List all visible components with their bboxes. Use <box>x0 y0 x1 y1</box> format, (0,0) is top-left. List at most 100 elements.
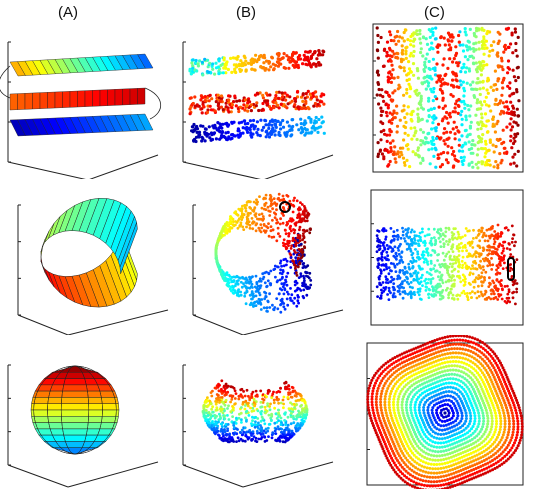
scatter-point <box>485 63 489 67</box>
scatter-point <box>257 108 261 113</box>
scatter-point <box>221 227 225 231</box>
scatter-point <box>395 124 400 128</box>
scatter-point <box>430 237 433 240</box>
scatter-point <box>516 65 520 69</box>
scatter-point <box>382 268 386 272</box>
scatter-point <box>301 62 305 66</box>
scatter-point <box>399 366 403 370</box>
scatter-point <box>379 406 383 410</box>
scatter-point <box>516 132 520 136</box>
scatter-point <box>462 335 466 338</box>
scatter-point <box>286 58 290 62</box>
scatter-point <box>439 265 442 269</box>
scatter-point <box>370 419 374 423</box>
scatter-point <box>482 232 486 235</box>
scatter-point <box>270 396 274 400</box>
scatter-point <box>246 130 250 134</box>
scatter-point <box>249 211 252 215</box>
scatter-point <box>418 37 422 41</box>
scatter-point <box>416 250 419 254</box>
scatter-point <box>447 279 451 283</box>
scatter-point <box>384 445 388 448</box>
x-axis <box>192 314 244 335</box>
scatter-point <box>379 431 382 435</box>
scatter-point <box>505 111 509 115</box>
scatter-point <box>260 212 264 216</box>
scatter-point <box>445 264 449 268</box>
scatter-point <box>203 404 206 408</box>
scatter-point <box>431 33 435 37</box>
scatter-point <box>484 471 487 475</box>
scatter-point <box>497 375 500 379</box>
scatter-point <box>428 272 431 276</box>
scatter-point <box>443 104 447 108</box>
scatter-point <box>256 57 260 61</box>
scatter-point <box>259 308 263 311</box>
scatter-point <box>402 93 406 97</box>
scatter-point <box>253 93 257 97</box>
scatter-point <box>203 414 206 417</box>
scatter-point <box>498 242 502 246</box>
scatter-point <box>279 259 283 263</box>
scatter-point <box>383 452 387 455</box>
scatter-point <box>228 221 231 224</box>
scatter-point <box>392 468 396 472</box>
scatter-point <box>265 395 268 399</box>
scatter-point <box>474 61 478 65</box>
scatter-point <box>480 468 484 472</box>
scatter-point <box>451 335 455 338</box>
scatter-point <box>515 398 519 402</box>
y-axis <box>67 309 169 335</box>
scatter-point <box>496 51 500 55</box>
scatter-point <box>267 271 271 275</box>
scatter-point <box>287 429 291 433</box>
scatter-point <box>457 33 461 38</box>
scatter-point <box>454 479 458 483</box>
scatter-point <box>250 434 253 437</box>
scatter-point <box>425 270 429 274</box>
scatter-point <box>484 124 488 128</box>
scatter-point <box>506 433 510 437</box>
scatter-point <box>488 140 492 144</box>
scatter-point <box>506 292 510 296</box>
scatter-point <box>384 286 388 289</box>
scatter-point <box>398 353 402 357</box>
scatter-point <box>243 426 247 430</box>
scatter-point <box>511 283 515 287</box>
scatter-point <box>367 386 371 390</box>
scatter-point <box>487 296 491 299</box>
scatter-point <box>468 126 472 130</box>
scatter-point <box>285 275 288 279</box>
scatter-point <box>257 226 261 230</box>
scatter-point <box>446 343 450 347</box>
scatter-point <box>292 228 295 231</box>
scatter-point <box>240 218 244 221</box>
scatter-point <box>301 251 304 255</box>
scatter-point <box>509 100 513 104</box>
scatter-point <box>500 297 504 301</box>
scatter-point <box>217 420 220 424</box>
scatter-point <box>496 163 500 167</box>
scatter-point <box>462 89 467 93</box>
scatter-point <box>235 221 239 224</box>
scatter-point <box>445 240 448 243</box>
scatter-point <box>239 293 243 297</box>
scatter-point <box>225 138 229 142</box>
scatter-point <box>473 471 477 475</box>
scatter-point <box>385 139 389 143</box>
scatter-point <box>483 139 488 143</box>
scatter-point <box>457 478 461 482</box>
scatter-point <box>375 421 379 425</box>
scatter-point <box>401 472 404 476</box>
scatter-point <box>237 416 241 420</box>
scatter-point <box>391 91 395 95</box>
scatter-point <box>496 366 500 370</box>
scatter-point <box>416 252 420 256</box>
scatter-point <box>508 94 512 98</box>
scatter-point <box>451 342 455 346</box>
scatter-point <box>217 107 221 111</box>
scatter-point <box>488 138 492 142</box>
scatter-point <box>513 152 517 156</box>
scatter-point <box>434 165 438 169</box>
scatter-point <box>305 407 309 411</box>
